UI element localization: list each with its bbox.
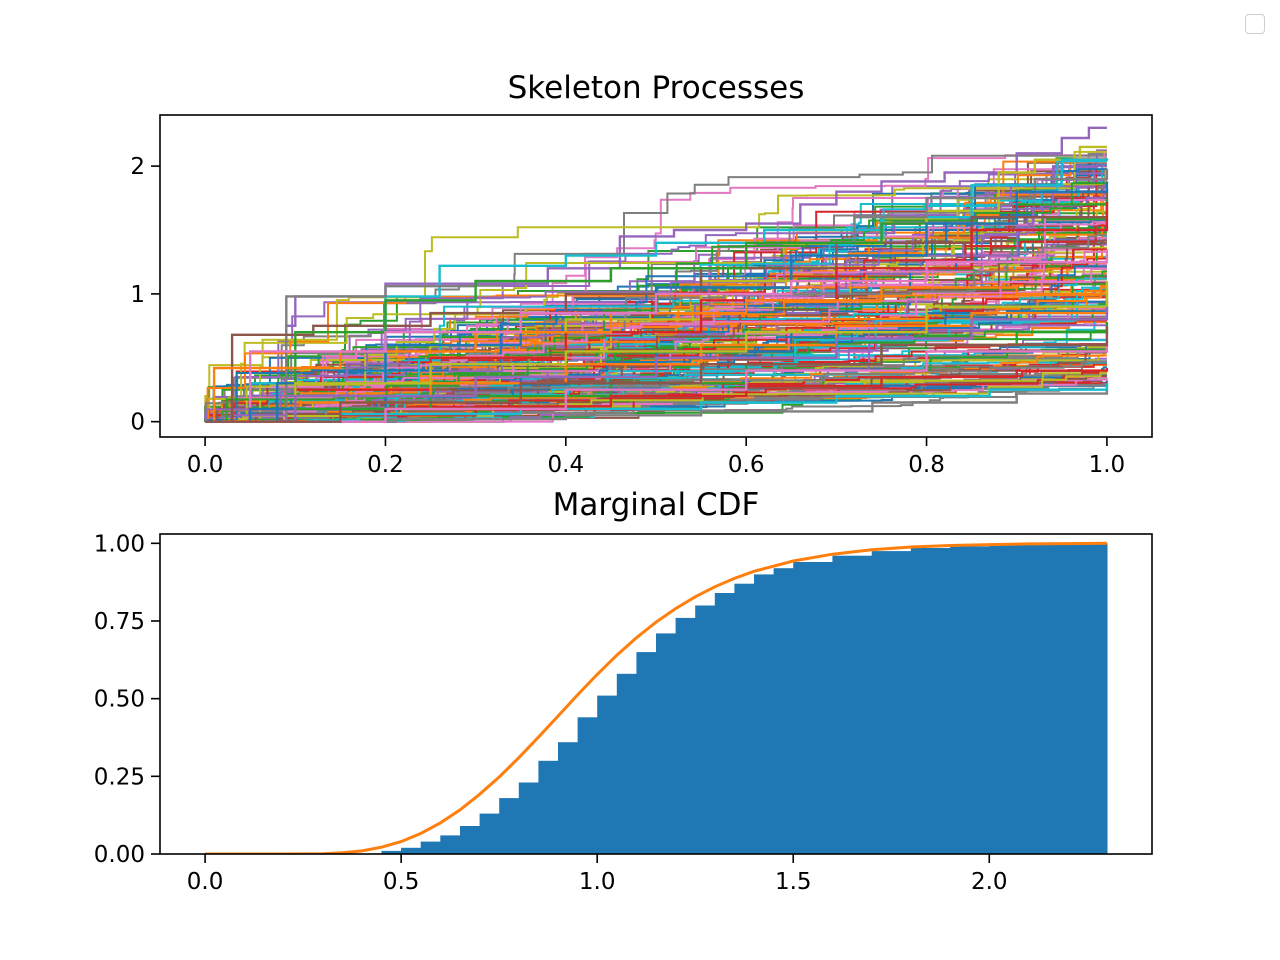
x-tick-label-cdf: 2.0: [971, 869, 1008, 895]
histogram-bar: [1028, 543, 1069, 854]
process-path: [205, 160, 1107, 423]
histogram-bar: [538, 760, 559, 854]
histogram-bar: [754, 574, 775, 854]
histogram-bar: [420, 841, 441, 854]
skeleton-processes-plot: Skeleton Processes 0.0 0.2 0.4 0.6 0.8 1.0 0 1 2: [130, 70, 1153, 478]
histogram-bar: [695, 605, 716, 854]
process-path: [205, 281, 1109, 423]
process-path: [205, 126, 1107, 423]
x-tick-label-cdf: 1.5: [775, 869, 812, 895]
process-path: [205, 325, 1109, 423]
process-path: [205, 182, 1107, 423]
process-path: [205, 224, 1107, 423]
y-tick-label-cdf: 1.00: [94, 531, 145, 557]
x-tick-label-skeleton: 0.8: [908, 452, 945, 478]
histogram-bar: [989, 544, 1030, 854]
histogram-bar: [950, 546, 990, 854]
histogram-bar: [460, 826, 481, 854]
cdf-line: [205, 541, 1107, 854]
process-path: [205, 306, 1109, 423]
histogram-bar: [381, 850, 402, 854]
histogram-bar: [675, 617, 696, 854]
process-path: [205, 249, 1109, 423]
histogram-bar: [616, 673, 637, 854]
histogram-bar: [636, 652, 657, 854]
y-tick-label-cdf: 0.50: [94, 687, 145, 713]
process-path: [205, 201, 1109, 423]
process-path: [205, 154, 1107, 423]
x-tick-label-skeleton: 1.0: [1089, 452, 1126, 478]
x-tick-label-cdf: 0.5: [383, 869, 420, 895]
histogram-bar: [440, 835, 461, 854]
y-tick-label-skeleton: 0: [130, 410, 145, 436]
x-tick-label-skeleton: 0.0: [187, 452, 224, 478]
axes-skeleton: 0.0 0.2 0.4 0.6 0.8 1.0 0 1 2: [130, 154, 1125, 478]
histogram-bar: [558, 742, 579, 854]
x-tick-label-skeleton: 0.4: [548, 452, 585, 478]
histogram-bar: [1067, 543, 1107, 854]
histogram-bar: [773, 568, 794, 854]
histogram-bar: [479, 813, 500, 854]
histogram-bar: [518, 782, 539, 854]
y-tick-label-cdf: 0.00: [94, 842, 145, 868]
chart-title-skeleton: Skeleton Processes: [508, 70, 805, 106]
plot-frame-skeleton: [159, 114, 1153, 438]
legend-box: [1245, 14, 1265, 34]
x-tick-label-skeleton: 0.2: [367, 452, 404, 478]
axes-cdf: 0.0 0.5 1.0 1.5 2.0 0.00 0.25 0.50 0.75 1.00: [94, 531, 1008, 895]
histogram-bar: [793, 562, 833, 854]
histogram-bar: [577, 717, 598, 854]
x-tick-label-cdf: 1.0: [579, 869, 616, 895]
histogram-bar: [734, 583, 755, 854]
histogram-bar: [597, 695, 618, 854]
plot-frame-cdf: [159, 533, 1153, 855]
process-path: [205, 268, 1107, 423]
process-path: [205, 338, 1109, 423]
process-path: [205, 191, 1107, 423]
process-path: [205, 330, 1107, 423]
x-tick-label-cdf: 0.0: [187, 869, 224, 895]
histogram-bar: [499, 798, 520, 854]
y-tick-label-cdf: 0.25: [94, 764, 145, 790]
y-tick-label-skeleton: 1: [130, 282, 145, 308]
histogram-bar: [656, 633, 677, 854]
process-path: [205, 150, 1107, 423]
y-tick-label-cdf: 0.75: [94, 609, 145, 635]
histogram-bar: [910, 548, 951, 854]
process-path: [205, 184, 1107, 423]
y-tick-label-skeleton: 2: [130, 154, 145, 180]
histogram-bar: [401, 847, 422, 854]
marginal-cdf-plot: Marginal CDF 0.0 0.5 1.0 1.5 2.0 0.00 0.25 0.50…: [94, 487, 1153, 895]
process-path: [205, 154, 1107, 423]
cdf-curve: [205, 541, 1107, 854]
histogram-bar: [832, 555, 873, 854]
histogram-bar: [714, 593, 735, 854]
process-paths: [204, 126, 1109, 423]
x-tick-label-skeleton: 0.6: [728, 452, 765, 478]
cdf-histogram: [381, 543, 1108, 854]
histogram-bar: [871, 551, 912, 854]
chart-title-cdf: Marginal CDF: [553, 487, 760, 523]
